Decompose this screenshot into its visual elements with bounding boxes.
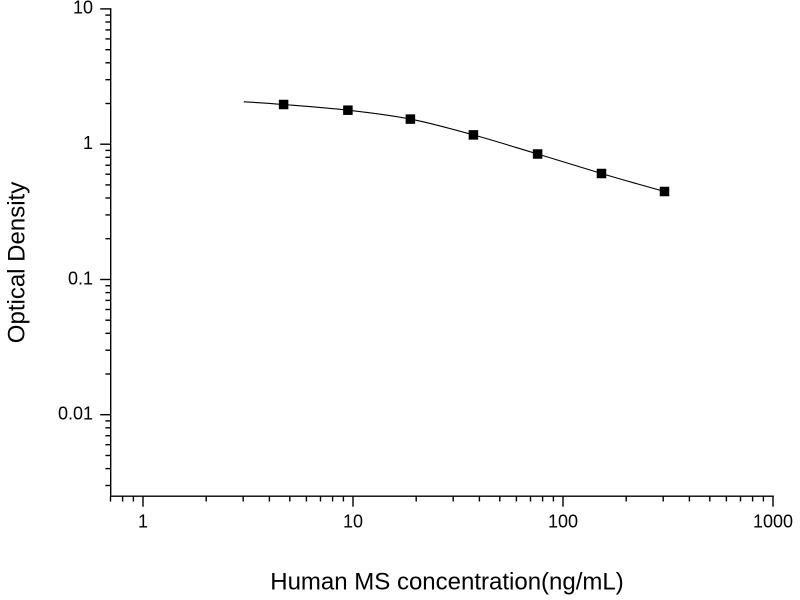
svg-text:Human MS concentration(ng/mL): Human MS concentration(ng/mL) [270, 569, 623, 596]
svg-text:1000: 1000 [753, 512, 793, 532]
svg-text:10: 10 [343, 512, 363, 532]
svg-text:0.01: 0.01 [58, 404, 93, 424]
svg-text:1: 1 [138, 512, 148, 532]
svg-text:100: 100 [548, 512, 578, 532]
svg-text:1: 1 [83, 133, 93, 153]
svg-text:10: 10 [73, 0, 93, 18]
svg-text:0.1: 0.1 [68, 268, 93, 288]
svg-text:Optical Density: Optical Density [4, 182, 31, 343]
